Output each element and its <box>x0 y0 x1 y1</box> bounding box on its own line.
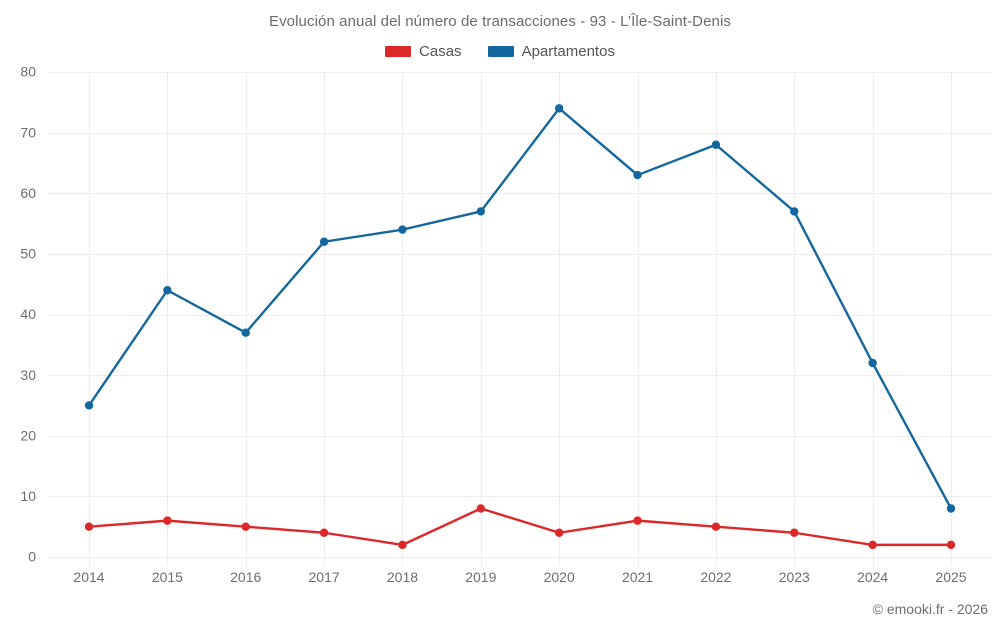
legend-label-casas: Casas <box>419 43 462 60</box>
series-lines <box>87 107 953 547</box>
data-point-apartamentos-2023[interactable] <box>790 207 799 216</box>
y-axis-tick-label: 50 <box>20 246 36 262</box>
copyright-credit: © emooki.fr - 2026 <box>872 601 988 617</box>
x-axis-tick-labels: 2014 2015 2016 2017 2018 2019 2020 2021 2022 2023… <box>73 569 966 585</box>
data-point-casas-2017[interactable] <box>319 528 329 537</box>
x-axis-tick-label: 2014 <box>73 569 104 585</box>
y-axis-tick-label: 0 <box>28 549 36 565</box>
data-point-casas-2021[interactable] <box>633 516 642 525</box>
data-point-casas-2020[interactable] <box>554 528 564 537</box>
data-point-casas-2022[interactable] <box>711 522 721 531</box>
x-axis-tick-label: 2017 <box>309 569 340 585</box>
data-point-casas-2023[interactable] <box>790 528 799 537</box>
legend-item-casas[interactable]: Casas <box>385 43 462 60</box>
y-axis-tick-label: 60 <box>20 185 36 201</box>
x-axis-tick-label: 2020 <box>544 569 575 585</box>
data-point-apartamentos-2017[interactable] <box>319 237 329 246</box>
data-point-apartamentos-2015[interactable] <box>163 286 172 295</box>
data-point-apartamentos-2021[interactable] <box>633 170 642 180</box>
series-line-casas <box>87 507 953 547</box>
legend-swatch-casas-icon <box>385 46 412 57</box>
data-point-casas-2016[interactable] <box>241 522 250 531</box>
x-axis-tick-label: 2021 <box>622 569 653 585</box>
data-point-apartamentos-2022[interactable] <box>711 140 721 149</box>
y-axis-tick-label: 20 <box>20 427 36 443</box>
horizontal-gridlines <box>48 72 992 558</box>
y-axis-tick-label: 80 <box>20 64 36 80</box>
legend-swatch-apartamentos-icon <box>487 46 514 57</box>
data-point-casas-2014[interactable] <box>84 522 94 531</box>
y-axis-tick-label: 40 <box>20 306 36 322</box>
x-axis-tick-label: 2024 <box>857 569 888 585</box>
data-point-casas-2025[interactable] <box>946 540 956 550</box>
data-point-apartamentos-2020[interactable] <box>554 104 564 113</box>
data-point-casas-2018[interactable] <box>398 540 407 550</box>
legend-item-apartamentos[interactable]: Apartamentos <box>487 43 615 60</box>
data-point-apartamentos-2025[interactable] <box>946 504 956 513</box>
x-axis-tick-label: 2019 <box>465 569 496 585</box>
x-axis-tick-label: 2023 <box>779 569 810 585</box>
vertical-gridlines <box>89 72 952 566</box>
x-axis-tick-label: 2016 <box>230 569 261 585</box>
data-point-casas-2019[interactable] <box>476 504 486 513</box>
data-point-apartamentos-2018[interactable] <box>398 225 407 234</box>
y-axis-tick-labels: 0 10 20 30 40 50 60 70 80 <box>20 64 36 565</box>
data-point-apartamentos-2014[interactable] <box>84 401 94 410</box>
series-data-points <box>84 104 956 550</box>
y-axis-tick-label: 30 <box>20 367 36 383</box>
x-axis-tick-label: 2022 <box>700 569 731 585</box>
data-point-apartamentos-2024[interactable] <box>868 358 877 368</box>
chart-title: Evolución anual del número de transaccio… <box>268 13 732 30</box>
data-point-apartamentos-2019[interactable] <box>476 207 486 216</box>
data-point-apartamentos-2016[interactable] <box>241 328 250 337</box>
x-axis-tick-label: 2015 <box>152 569 183 585</box>
x-axis-tick-label: 2025 <box>935 569 966 585</box>
legend-label-apartamentos: Apartamentos <box>521 43 615 60</box>
data-point-casas-2015[interactable] <box>163 516 172 525</box>
series-line-apartamentos <box>87 107 953 510</box>
chart-legend: Casas Apartamentos <box>0 43 1000 60</box>
y-axis-tick-label: 70 <box>20 124 36 140</box>
x-axis-tick-label: 2018 <box>387 569 418 585</box>
y-axis-tick-label: 10 <box>20 488 36 504</box>
data-point-casas-2024[interactable] <box>868 540 877 550</box>
